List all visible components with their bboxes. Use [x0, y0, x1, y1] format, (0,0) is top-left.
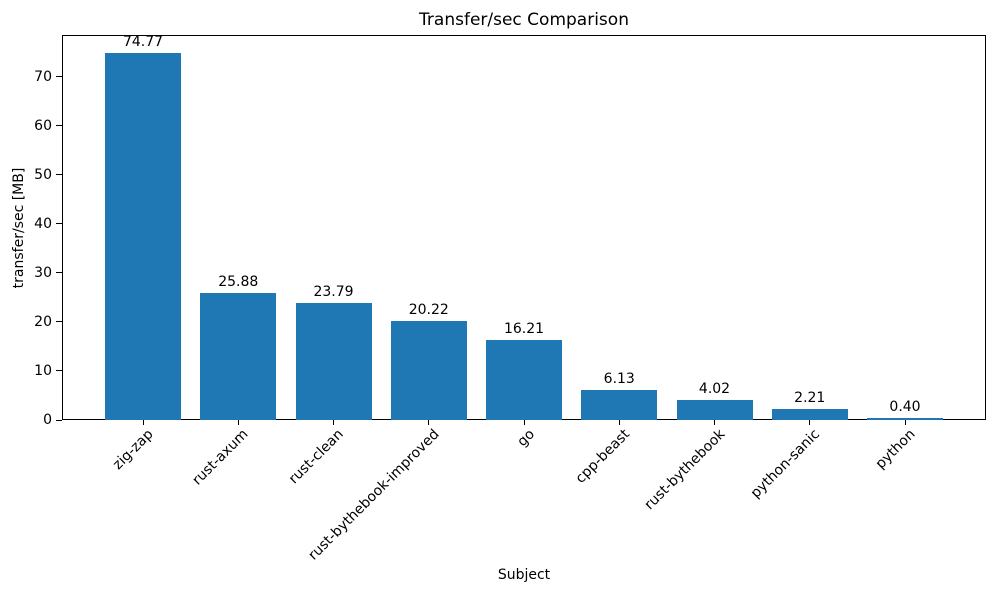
- bar-cpp-beast: [581, 389, 658, 420]
- bar-python-sanic: [771, 409, 848, 420]
- y-tick-label: 70: [34, 68, 52, 85]
- bar-python: [867, 418, 943, 420]
- y-tick-mark: [56, 419, 62, 421]
- bar-value-label: 20.22: [408, 301, 449, 318]
- y-tick-label: 50: [34, 166, 52, 183]
- bar-value-label: 6.13: [603, 370, 635, 387]
- x-tick-mark: [333, 420, 334, 425]
- x-axis-label: Subject: [497, 567, 551, 583]
- bar-rust-clean: [295, 303, 372, 420]
- bar-value-label: 74.77: [122, 34, 164, 51]
- x-tick-mark: [714, 420, 715, 425]
- x-tick-mark: [428, 420, 430, 425]
- x-tick-mark: [904, 420, 906, 425]
- x-tick-mark: [142, 420, 144, 425]
- x-tick-label-rust-axum: rust-axum: [189, 426, 252, 489]
- bar-value-label: 0.40: [889, 399, 921, 416]
- bar-value-label: 4.02: [698, 381, 731, 398]
- x-tick-label-cpp-beast: cpp-beast: [572, 426, 633, 487]
- y-tick-mark: [56, 321, 62, 323]
- chart-title: Transfer/sec Comparison: [419, 10, 629, 30]
- bar-rust-axum: [200, 293, 277, 420]
- y-tick-mark: [56, 76, 62, 78]
- bar-rust-bythebook-improved: [390, 320, 467, 420]
- y-tick-mark: [56, 125, 62, 127]
- bar-rust-bythebook: [676, 400, 753, 420]
- y-tick-mark: [56, 223, 62, 225]
- bar-zig-zap: [105, 53, 181, 420]
- x-tick-mark: [618, 420, 620, 425]
- bar-value-label: 25.88: [218, 274, 259, 291]
- x-tick-label-zig-zap: zig-zap: [109, 426, 157, 473]
- bar-value-label: 2.21: [794, 390, 826, 407]
- bar-value-label: 23.79: [313, 284, 354, 301]
- plot-area: [62, 35, 986, 420]
- y-tick-label: 40: [34, 215, 52, 232]
- x-tick-label-python-sanic: python-sanic: [748, 426, 824, 502]
- y-tick-label: 20: [34, 313, 52, 330]
- x-tick-label-rust-clean: rust-clean: [286, 426, 348, 488]
- y-tick-label: 60: [34, 117, 52, 134]
- x-tick-mark: [523, 420, 525, 425]
- bar-go: [486, 340, 562, 420]
- x-tick-mark: [809, 420, 811, 425]
- x-tick-mark: [237, 420, 239, 425]
- y-tick-label: 30: [34, 264, 52, 281]
- y-tick-mark: [56, 174, 62, 176]
- y-tick-label: 0: [43, 412, 52, 428]
- x-tick-label-python: python: [872, 426, 919, 473]
- y-tick-mark: [56, 370, 62, 372]
- x-tick-label-go: go: [513, 426, 538, 450]
- x-tick-label-rust-bythebook: rust-bythebook: [641, 426, 729, 514]
- y-tick-mark: [56, 272, 62, 274]
- bar-value-label: 16.21: [503, 321, 545, 338]
- y-tick-label: 10: [34, 362, 52, 379]
